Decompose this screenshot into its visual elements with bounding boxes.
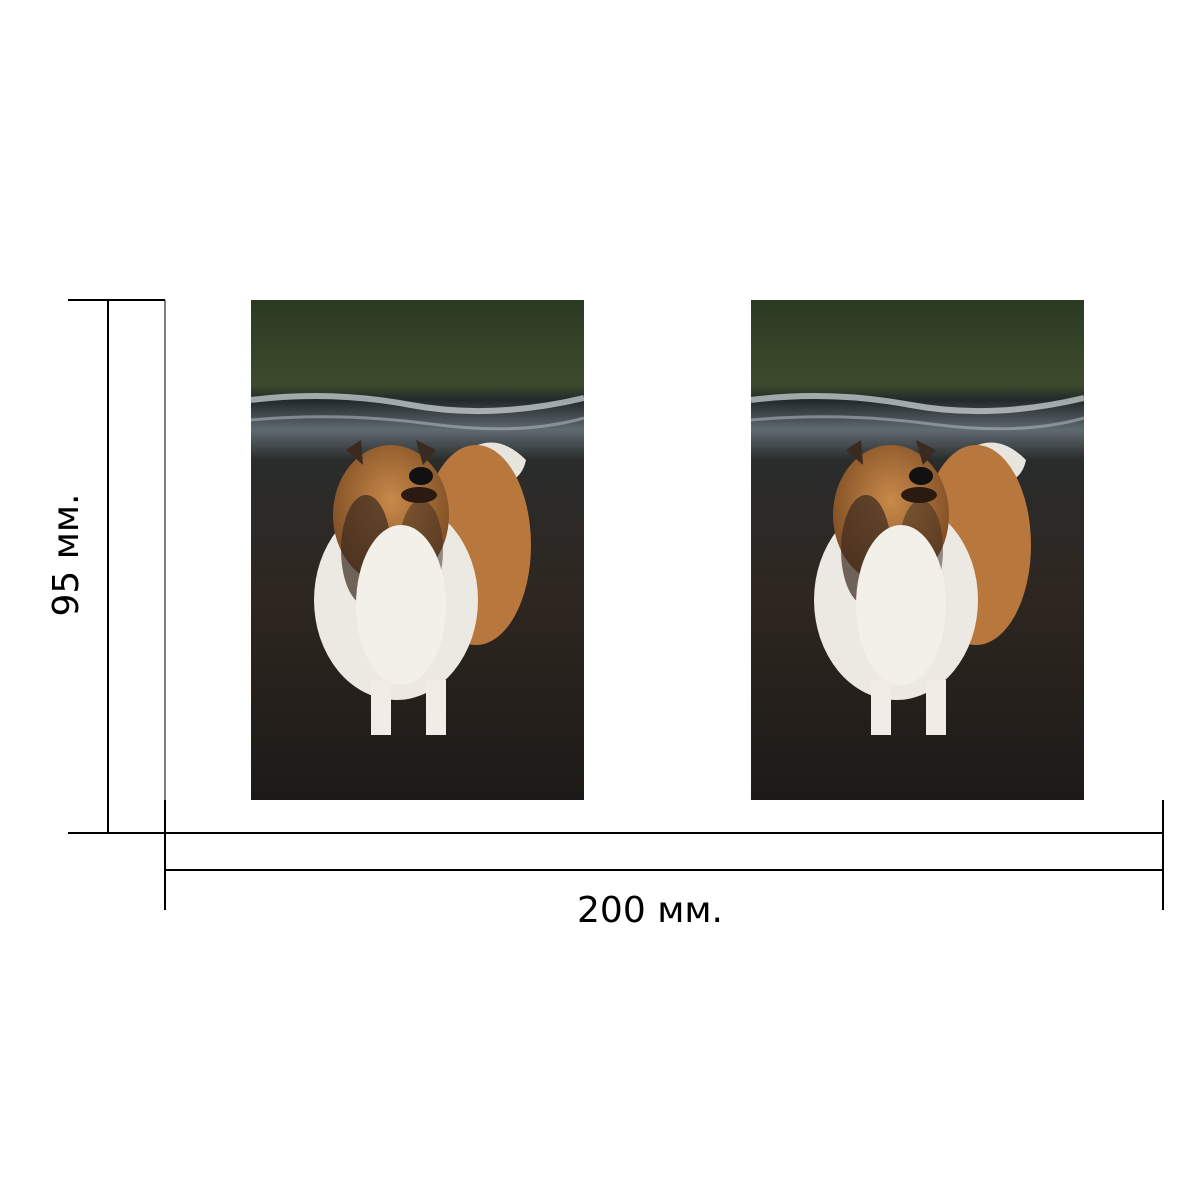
width-label: 200 мм. [577,890,723,931]
product-photo [751,300,1084,800]
height-label: 95 мм. [46,493,87,616]
product-photo [251,300,584,800]
